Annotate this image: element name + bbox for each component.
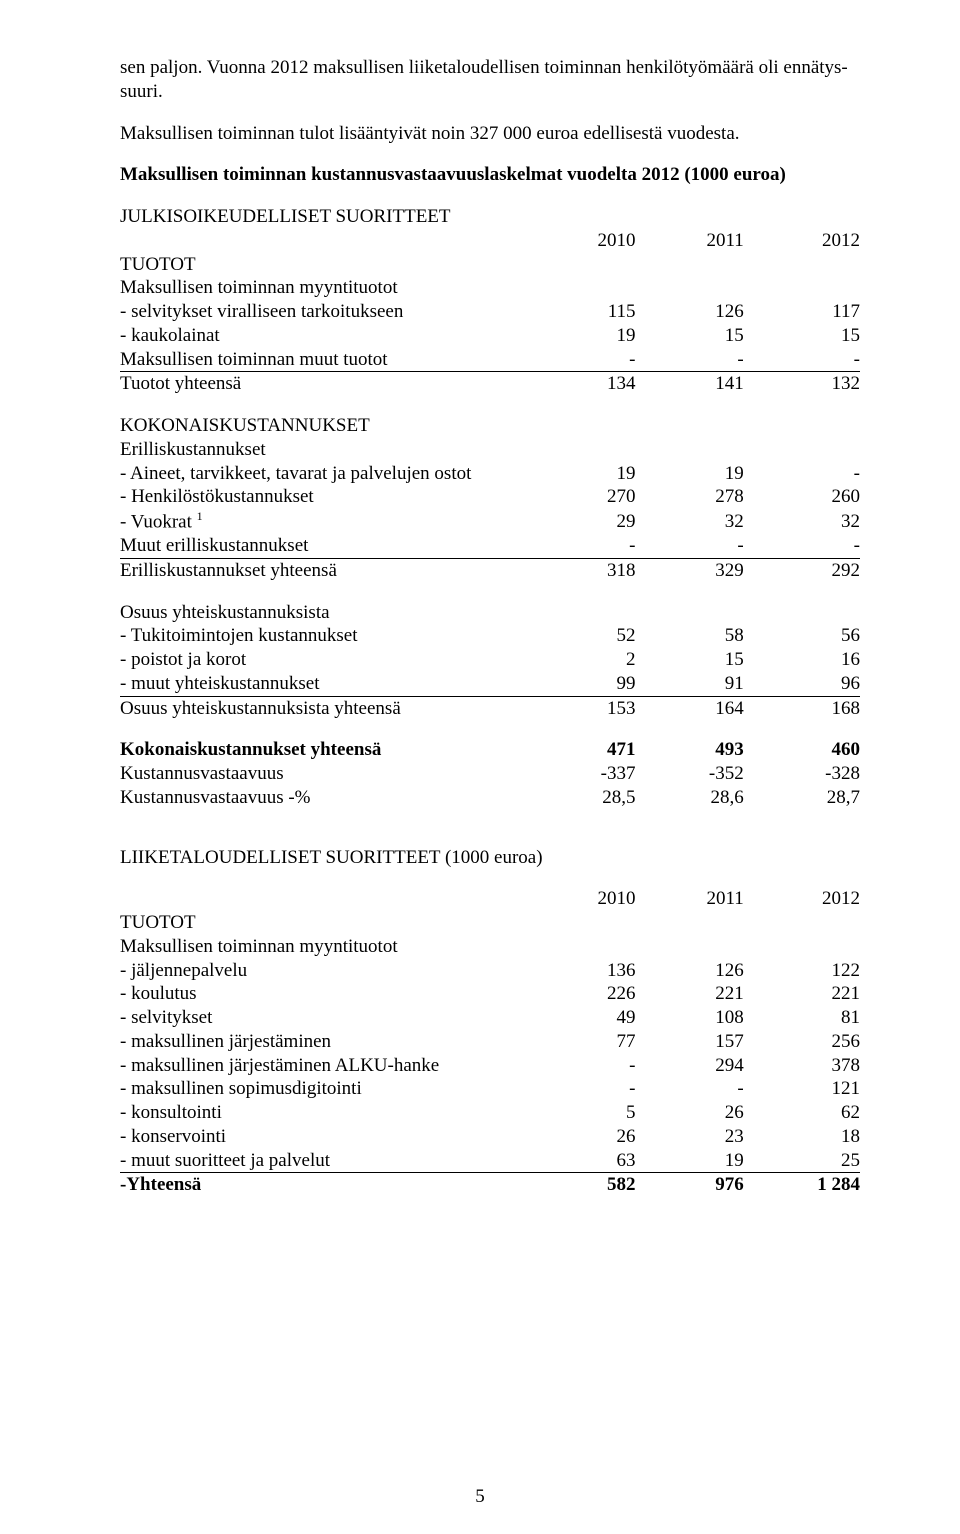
table-row: - maksullinen järjestäminen ALKU-hanke -… bbox=[120, 1054, 860, 1078]
table-row: - koulutus 226 221 221 bbox=[120, 982, 860, 1006]
table-row: - Vuokrat 1 29 32 32 bbox=[120, 509, 860, 534]
table-row: Kustannusvastaavuus -337 -352 -328 bbox=[120, 762, 860, 786]
table-row: TUOTOT bbox=[120, 253, 860, 277]
table-liike: 2010 2011 2012 TUOTOT Maksullisen toimin… bbox=[120, 887, 860, 1197]
table-row: Osuus yhteiskustannuksista yhteensä 153 … bbox=[120, 696, 860, 720]
year-header: 2011 bbox=[643, 887, 751, 911]
table-row: - jäljennepalvelu 136 126 122 bbox=[120, 959, 860, 983]
year-header: 2012 bbox=[752, 887, 860, 911]
table-row: - Aineet, tarvikkeet, tavarat ja palvelu… bbox=[120, 462, 860, 486]
table-row: - muut suoritteet ja palvelut 63 19 25 bbox=[120, 1149, 860, 1173]
erillis-heading: Erilliskustannukset bbox=[120, 438, 535, 462]
table-row: Maksullisen toiminnan myyntituotot bbox=[120, 276, 860, 300]
year-header: 2011 bbox=[643, 229, 751, 253]
table-row: -Yhteensä 582 976 1 284 bbox=[120, 1173, 860, 1197]
table-row: TUOTOT bbox=[120, 911, 860, 935]
subheading-liike: LIIKETALOUDELLISET SUORITTEET (1000 euro… bbox=[120, 846, 860, 870]
table-row: 2010 2011 2012 bbox=[120, 229, 860, 253]
table-row: 2010 2011 2012 bbox=[120, 887, 860, 911]
table-row: Osuus yhteiskustannuksista bbox=[120, 601, 860, 625]
osuus-heading: Osuus yhteiskustannuksista bbox=[120, 601, 535, 625]
year-header: 2010 bbox=[535, 887, 643, 911]
table-row: - kaukolainat 19 15 15 bbox=[120, 324, 860, 348]
document-page: sen paljon. Vuonna 2012 maksullisen liik… bbox=[0, 0, 960, 1534]
kokonais-heading: KOKONAISKUSTANNUKSET bbox=[120, 414, 535, 438]
footnote-sup: 1 bbox=[197, 509, 203, 523]
year-header: 2010 bbox=[535, 229, 643, 253]
section-title-1: Maksullisen toiminnan kustannusvastaavuu… bbox=[120, 163, 860, 187]
table-row: - poistot ja korot 2 15 16 bbox=[120, 648, 860, 672]
year-header: 2012 bbox=[752, 229, 860, 253]
tuotot-label: TUOTOT bbox=[120, 253, 535, 277]
table-julkis: 2010 2011 2012 TUOTOT Maksullisen toimin… bbox=[120, 229, 860, 810]
vuokrat-label: - Vuokrat bbox=[120, 511, 197, 532]
table-row: Kustannusvastaavuus -% 28,5 28,6 28,7 bbox=[120, 786, 860, 810]
table-row: - konservointi 26 23 18 bbox=[120, 1125, 860, 1149]
table-row: - maksullinen järjestäminen 77 157 256 bbox=[120, 1030, 860, 1054]
table-row: Erilliskustannukset bbox=[120, 438, 860, 462]
table-row: - selvitykset 49 108 81 bbox=[120, 1006, 860, 1030]
paragraph-2: Maksullisen toiminnan tulot lisääntyivät… bbox=[120, 122, 860, 146]
table-row: Tuotot yhteensä 134 141 132 bbox=[120, 372, 860, 396]
table-row: Muut erilliskustannukset - - - bbox=[120, 534, 860, 558]
table-row: - muut yhteiskustannukset 99 91 96 bbox=[120, 672, 860, 696]
table-row: - maksullinen sopimusdigitointi - - 121 bbox=[120, 1077, 860, 1101]
table-row: - Tukitoimintojen kustannukset 52 58 56 bbox=[120, 624, 860, 648]
table-row: Kokonaiskustannukset yhteensä 471 493 46… bbox=[120, 738, 860, 762]
table-row: Erilliskustannukset yhteensä 318 329 292 bbox=[120, 558, 860, 582]
table-row: Maksullisen toiminnan myyntituotot bbox=[120, 935, 860, 959]
subheading-julkis: JULKISOIKEUDELLISET SUORITTEET bbox=[120, 205, 860, 229]
table-row: - konsultointi 5 26 62 bbox=[120, 1101, 860, 1125]
table-row: KOKONAISKUSTANNUKSET bbox=[120, 414, 860, 438]
tuotot-label: TUOTOT bbox=[120, 911, 535, 935]
paragraph-1: sen paljon. Vuonna 2012 maksullisen liik… bbox=[120, 56, 860, 104]
table-row: Maksullisen toiminnan muut tuotot - - - bbox=[120, 348, 860, 372]
page-number: 5 bbox=[475, 1486, 485, 1508]
table-row: - Henkilöstökustannukset 270 278 260 bbox=[120, 485, 860, 509]
table-row: - selvitykset viralliseen tarkoitukseen … bbox=[120, 300, 860, 324]
